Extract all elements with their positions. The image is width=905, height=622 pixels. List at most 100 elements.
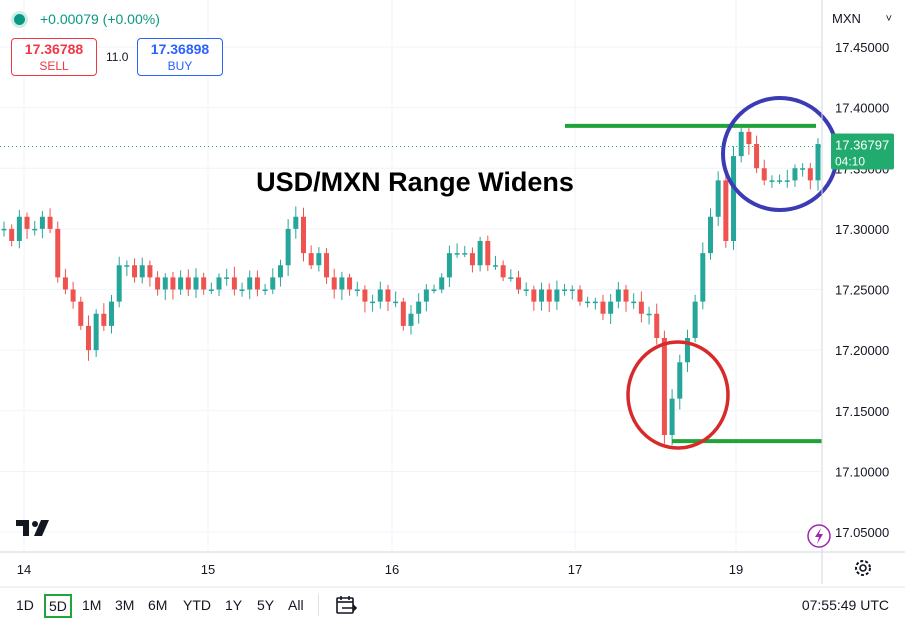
annotations bbox=[0, 96, 839, 450]
calendar-range-icon[interactable] bbox=[334, 593, 358, 617]
candle-body bbox=[562, 289, 568, 291]
candle-body bbox=[254, 277, 260, 290]
candle-body bbox=[147, 265, 153, 278]
candle-body bbox=[385, 289, 391, 302]
candle-body bbox=[731, 156, 737, 241]
candle-body bbox=[485, 241, 491, 266]
candle-body bbox=[116, 265, 122, 302]
candle-body bbox=[608, 301, 614, 314]
candle-body bbox=[707, 216, 713, 254]
candle-body bbox=[592, 301, 598, 304]
tf-all[interactable]: All bbox=[288, 597, 304, 613]
candle-body bbox=[24, 216, 30, 229]
candle-body bbox=[577, 289, 583, 302]
candle-body bbox=[354, 289, 360, 291]
tf-5y[interactable]: 5Y bbox=[257, 597, 275, 613]
candle-body bbox=[262, 289, 268, 291]
chart-title: USD/MXN Range Widens bbox=[256, 167, 574, 197]
candle-body bbox=[439, 277, 445, 290]
candle-body bbox=[508, 277, 514, 279]
y-tick-label: 17.20000 bbox=[835, 343, 889, 358]
settings-gear-icon[interactable] bbox=[852, 557, 874, 579]
price-badge bbox=[831, 133, 894, 170]
tf-1d[interactable]: 1D bbox=[16, 597, 34, 613]
candle-body bbox=[32, 228, 38, 231]
candle-body bbox=[185, 277, 191, 290]
sell-price: 17.36788 bbox=[24, 41, 84, 57]
candle-body bbox=[224, 277, 230, 279]
tf-5d[interactable]: 5D bbox=[44, 594, 72, 618]
candle-body bbox=[270, 277, 276, 290]
x-axis: 14 15 16 17 19 bbox=[0, 551, 905, 588]
utc-clock: 07:55:49 UTC bbox=[801, 597, 889, 613]
candle-body bbox=[807, 168, 813, 181]
sell-label: SELL bbox=[39, 59, 69, 73]
candle-body bbox=[247, 277, 253, 290]
candle-body bbox=[201, 277, 207, 290]
candle-body bbox=[124, 265, 130, 267]
chevron-down-icon: ˅ bbox=[885, 13, 892, 25]
candle-body bbox=[193, 277, 199, 290]
candle-body bbox=[170, 277, 176, 290]
tf-3m[interactable]: 3M bbox=[115, 597, 135, 613]
sell-button[interactable]: 17.36788 SELL bbox=[11, 38, 97, 76]
candle-body bbox=[631, 301, 637, 304]
candle-body bbox=[769, 180, 775, 182]
x-tick-label: 15 bbox=[201, 562, 215, 577]
candle-body bbox=[469, 253, 475, 266]
tf-6m[interactable]: 6M bbox=[148, 597, 168, 613]
candle-body bbox=[162, 277, 168, 290]
price-badge-value: 17.36797 bbox=[835, 137, 889, 152]
candle-body bbox=[523, 289, 529, 291]
candle-body bbox=[615, 289, 621, 302]
candle-body bbox=[569, 289, 575, 291]
currency-selector[interactable]: MXN ˅ bbox=[826, 8, 896, 30]
toolbar-divider bbox=[318, 594, 319, 616]
currency-label: MXN bbox=[832, 11, 861, 26]
price-badge-countdown: 04:10 bbox=[835, 154, 865, 168]
y-tick-label: 17.15000 bbox=[835, 404, 889, 419]
lightning-icon[interactable] bbox=[806, 523, 832, 549]
chart-grid bbox=[0, 0, 822, 550]
y-tick-label: 17.05000 bbox=[835, 525, 889, 540]
candle-body bbox=[316, 253, 322, 266]
candle-body bbox=[623, 289, 629, 302]
candle-body bbox=[208, 289, 214, 291]
candle-body bbox=[78, 301, 84, 326]
candle-body bbox=[723, 180, 729, 241]
candle-body bbox=[408, 313, 414, 326]
candle-body bbox=[677, 362, 683, 399]
candle-body bbox=[339, 277, 345, 290]
bottom-circle bbox=[626, 340, 730, 450]
y-tick-label: 17.30000 bbox=[835, 222, 889, 237]
buy-label: BUY bbox=[167, 59, 193, 73]
candle-body bbox=[738, 131, 744, 157]
candle-body bbox=[285, 228, 291, 266]
candle-body bbox=[585, 301, 591, 304]
candle-body bbox=[492, 265, 498, 267]
tf-1y[interactable]: 1Y bbox=[225, 597, 243, 613]
candle-body bbox=[431, 289, 437, 291]
candle-body bbox=[792, 168, 798, 181]
candle-body bbox=[231, 277, 237, 290]
x-tick-label: 14 bbox=[17, 562, 31, 577]
spread-value: 11.0 bbox=[106, 50, 129, 64]
candle-body bbox=[638, 301, 644, 314]
candle-body bbox=[423, 289, 429, 302]
candle-body bbox=[331, 277, 337, 290]
candle-body bbox=[47, 216, 53, 229]
candle-body bbox=[646, 313, 652, 316]
y-tick-label: 17.10000 bbox=[835, 464, 889, 479]
candle-body bbox=[654, 313, 660, 338]
buy-button[interactable]: 17.36898 BUY bbox=[137, 38, 223, 76]
tradingview-logo-icon bbox=[16, 520, 49, 536]
candle-body bbox=[800, 168, 806, 170]
candle-body bbox=[239, 289, 245, 291]
tf-ytd[interactable]: YTD bbox=[183, 597, 211, 613]
candle-body bbox=[815, 144, 821, 181]
candle-body bbox=[62, 277, 68, 290]
y-axis: 17.4500017.4000017.3500017.3000017.25000… bbox=[821, 0, 894, 584]
candle-body bbox=[746, 131, 752, 144]
tf-1m[interactable]: 1M bbox=[82, 597, 102, 613]
